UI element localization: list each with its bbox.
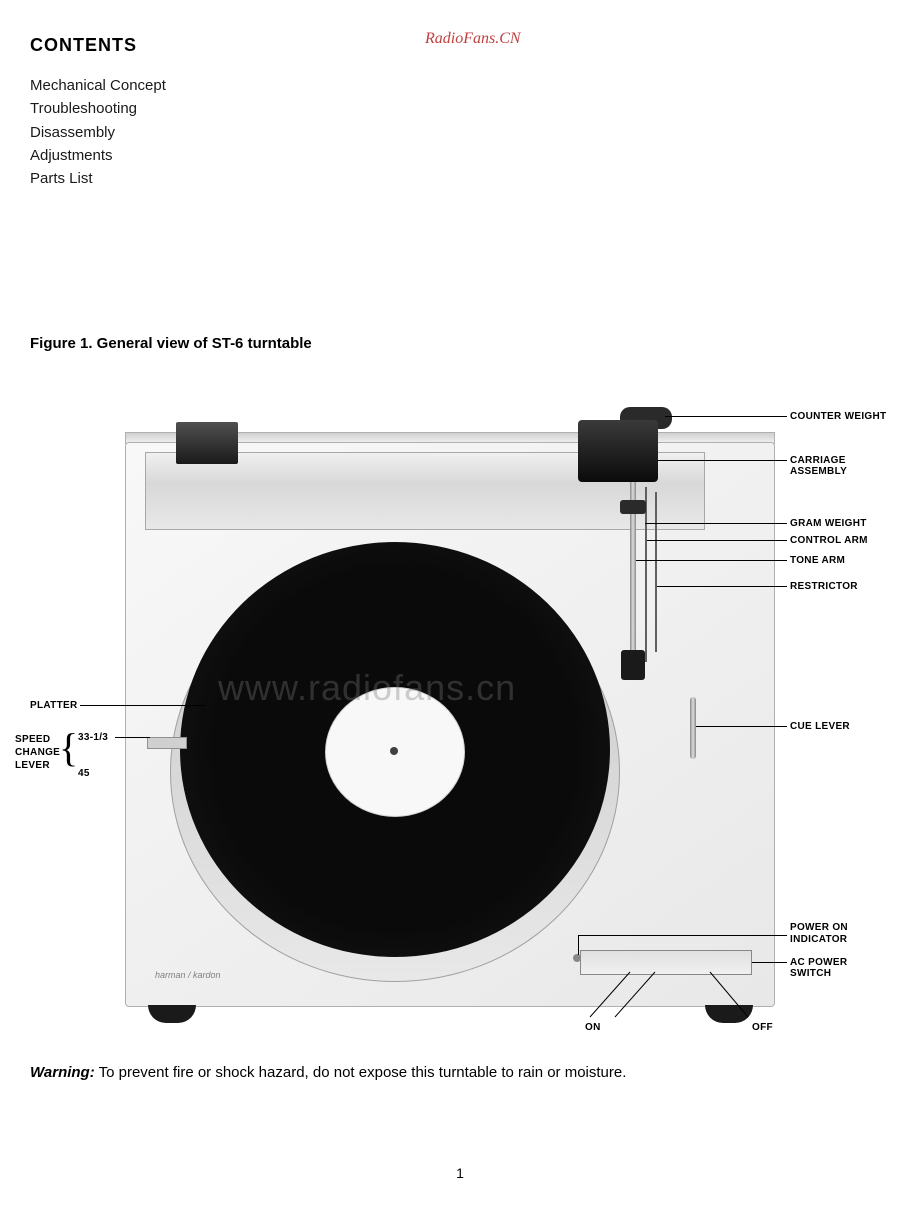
label-gram-weight: GRAM WEIGHT (790, 518, 867, 529)
label-speed-33: 33-1/3 (78, 732, 108, 743)
label-platter: PLATTER (30, 700, 77, 711)
brand-text: harman / kardon (155, 970, 221, 980)
toc-item: Troubleshooting (30, 97, 890, 120)
brace-icon: { (59, 724, 78, 771)
label-restrictor: RESTRICTOR (790, 581, 858, 592)
contents-list: Mechanical Concept Troubleshooting Disas… (30, 74, 890, 190)
leader-line (645, 523, 787, 524)
back-bar-left-block (176, 422, 238, 464)
label-control-arm: CONTROL ARM (790, 535, 868, 546)
leader-line (578, 935, 787, 936)
gram-weight-part (620, 500, 646, 514)
warning-prefix: Warning: (30, 1064, 95, 1081)
label-off: OFF (752, 1022, 773, 1033)
leader-line (80, 705, 205, 706)
leader-line (578, 935, 579, 955)
toc-item: Parts List (30, 167, 890, 190)
warning-text: Warning: To prevent fire or shock hazard… (30, 1064, 890, 1081)
leader-line (665, 416, 787, 417)
figure-caption: Figure 1. General view of ST-6 turntable (30, 335, 890, 352)
warning-body: To prevent fire or shock hazard, do not … (95, 1064, 627, 1081)
label-carriage-assembly: CARRIAGE ASSEMBLY (790, 455, 890, 477)
speed-lever-part (147, 737, 187, 749)
watermark-center: www.radiofans.cn (218, 667, 516, 709)
spindle (390, 747, 398, 755)
toc-item: Mechanical Concept (30, 74, 890, 97)
label-on: ON (585, 1022, 601, 1033)
label-cue-lever: CUE LEVER (790, 721, 850, 732)
leader-line (657, 586, 787, 587)
header-area: CONTENTS RadioFans.CN Mechanical Concept… (30, 35, 890, 215)
leader-line (696, 726, 787, 727)
page-number: 1 (456, 1165, 464, 1181)
figure-caption-text: General view of ST-6 turntable (93, 335, 312, 352)
label-speed-change-lever: SPEED CHANGE LEVER (15, 733, 60, 772)
leader-line (636, 560, 787, 561)
leader-line (647, 540, 787, 541)
power-indicator-dot (573, 954, 581, 962)
figure-caption-prefix: Figure 1. (30, 335, 93, 352)
label-power-on-indicator: POWER ON INDICATOR (790, 922, 848, 946)
leader-line (658, 460, 787, 461)
watermark-top: RadioFans.CN (425, 30, 521, 48)
turntable-foot (148, 1005, 196, 1023)
cue-lever-part (690, 697, 696, 759)
label-tone-arm: TONE ARM (790, 555, 845, 566)
label-counter-weight: COUNTER WEIGHT (790, 411, 886, 422)
toc-item: Disassembly (30, 121, 890, 144)
toc-item: Adjustments (30, 144, 890, 167)
control-arm-part (645, 487, 647, 662)
leader-line (115, 737, 150, 738)
carriage-part (578, 420, 658, 482)
label-ac-power-switch: AC POWER SWITCH (790, 957, 890, 979)
label-speed-45: 45 (78, 768, 90, 779)
cartridge-part (621, 650, 645, 680)
figure-area: harman / kardon www.radiofans.cn COUNTER… (30, 392, 890, 1052)
restrictor-part (655, 492, 657, 652)
